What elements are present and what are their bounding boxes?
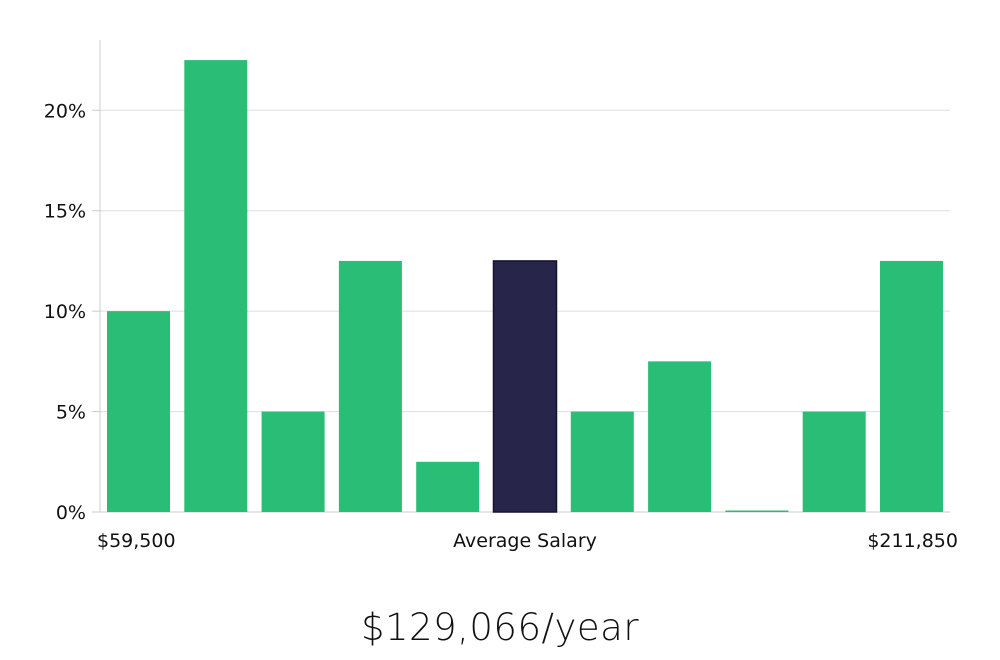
y-tick-label: 0%	[56, 502, 86, 524]
bar-8[interactable]	[725, 510, 789, 513]
bar-3[interactable]	[338, 260, 402, 512]
bar-1[interactable]	[184, 60, 248, 512]
average-salary-value: $129,066/year	[360, 606, 640, 649]
bar-6[interactable]	[570, 411, 634, 512]
bar-7[interactable]	[648, 361, 712, 512]
bar-2[interactable]	[261, 411, 325, 512]
x-max-label: $211,850	[867, 530, 958, 552]
bar-0[interactable]	[107, 311, 170, 512]
bar-4[interactable]	[416, 461, 480, 512]
salary-histogram: 0% 5% 10% 15% 20% $59,500 Average Salary $21…	[44, 40, 958, 552]
bar-10[interactable]	[880, 260, 943, 512]
bar-highlighted-5[interactable]	[492, 260, 558, 513]
y-tick-label: 15%	[44, 201, 86, 223]
y-tick-label: 20%	[44, 100, 86, 122]
y-tick-label: 10%	[44, 301, 86, 323]
x-axis-title: Average Salary	[453, 530, 597, 552]
x-min-label: $59,500	[97, 530, 176, 552]
y-axis-tick-labels: 0% 5% 10% 15% 20%	[44, 100, 100, 524]
y-tick-label: 5%	[56, 402, 86, 424]
bars	[107, 60, 943, 513]
bar-9[interactable]	[802, 411, 866, 512]
